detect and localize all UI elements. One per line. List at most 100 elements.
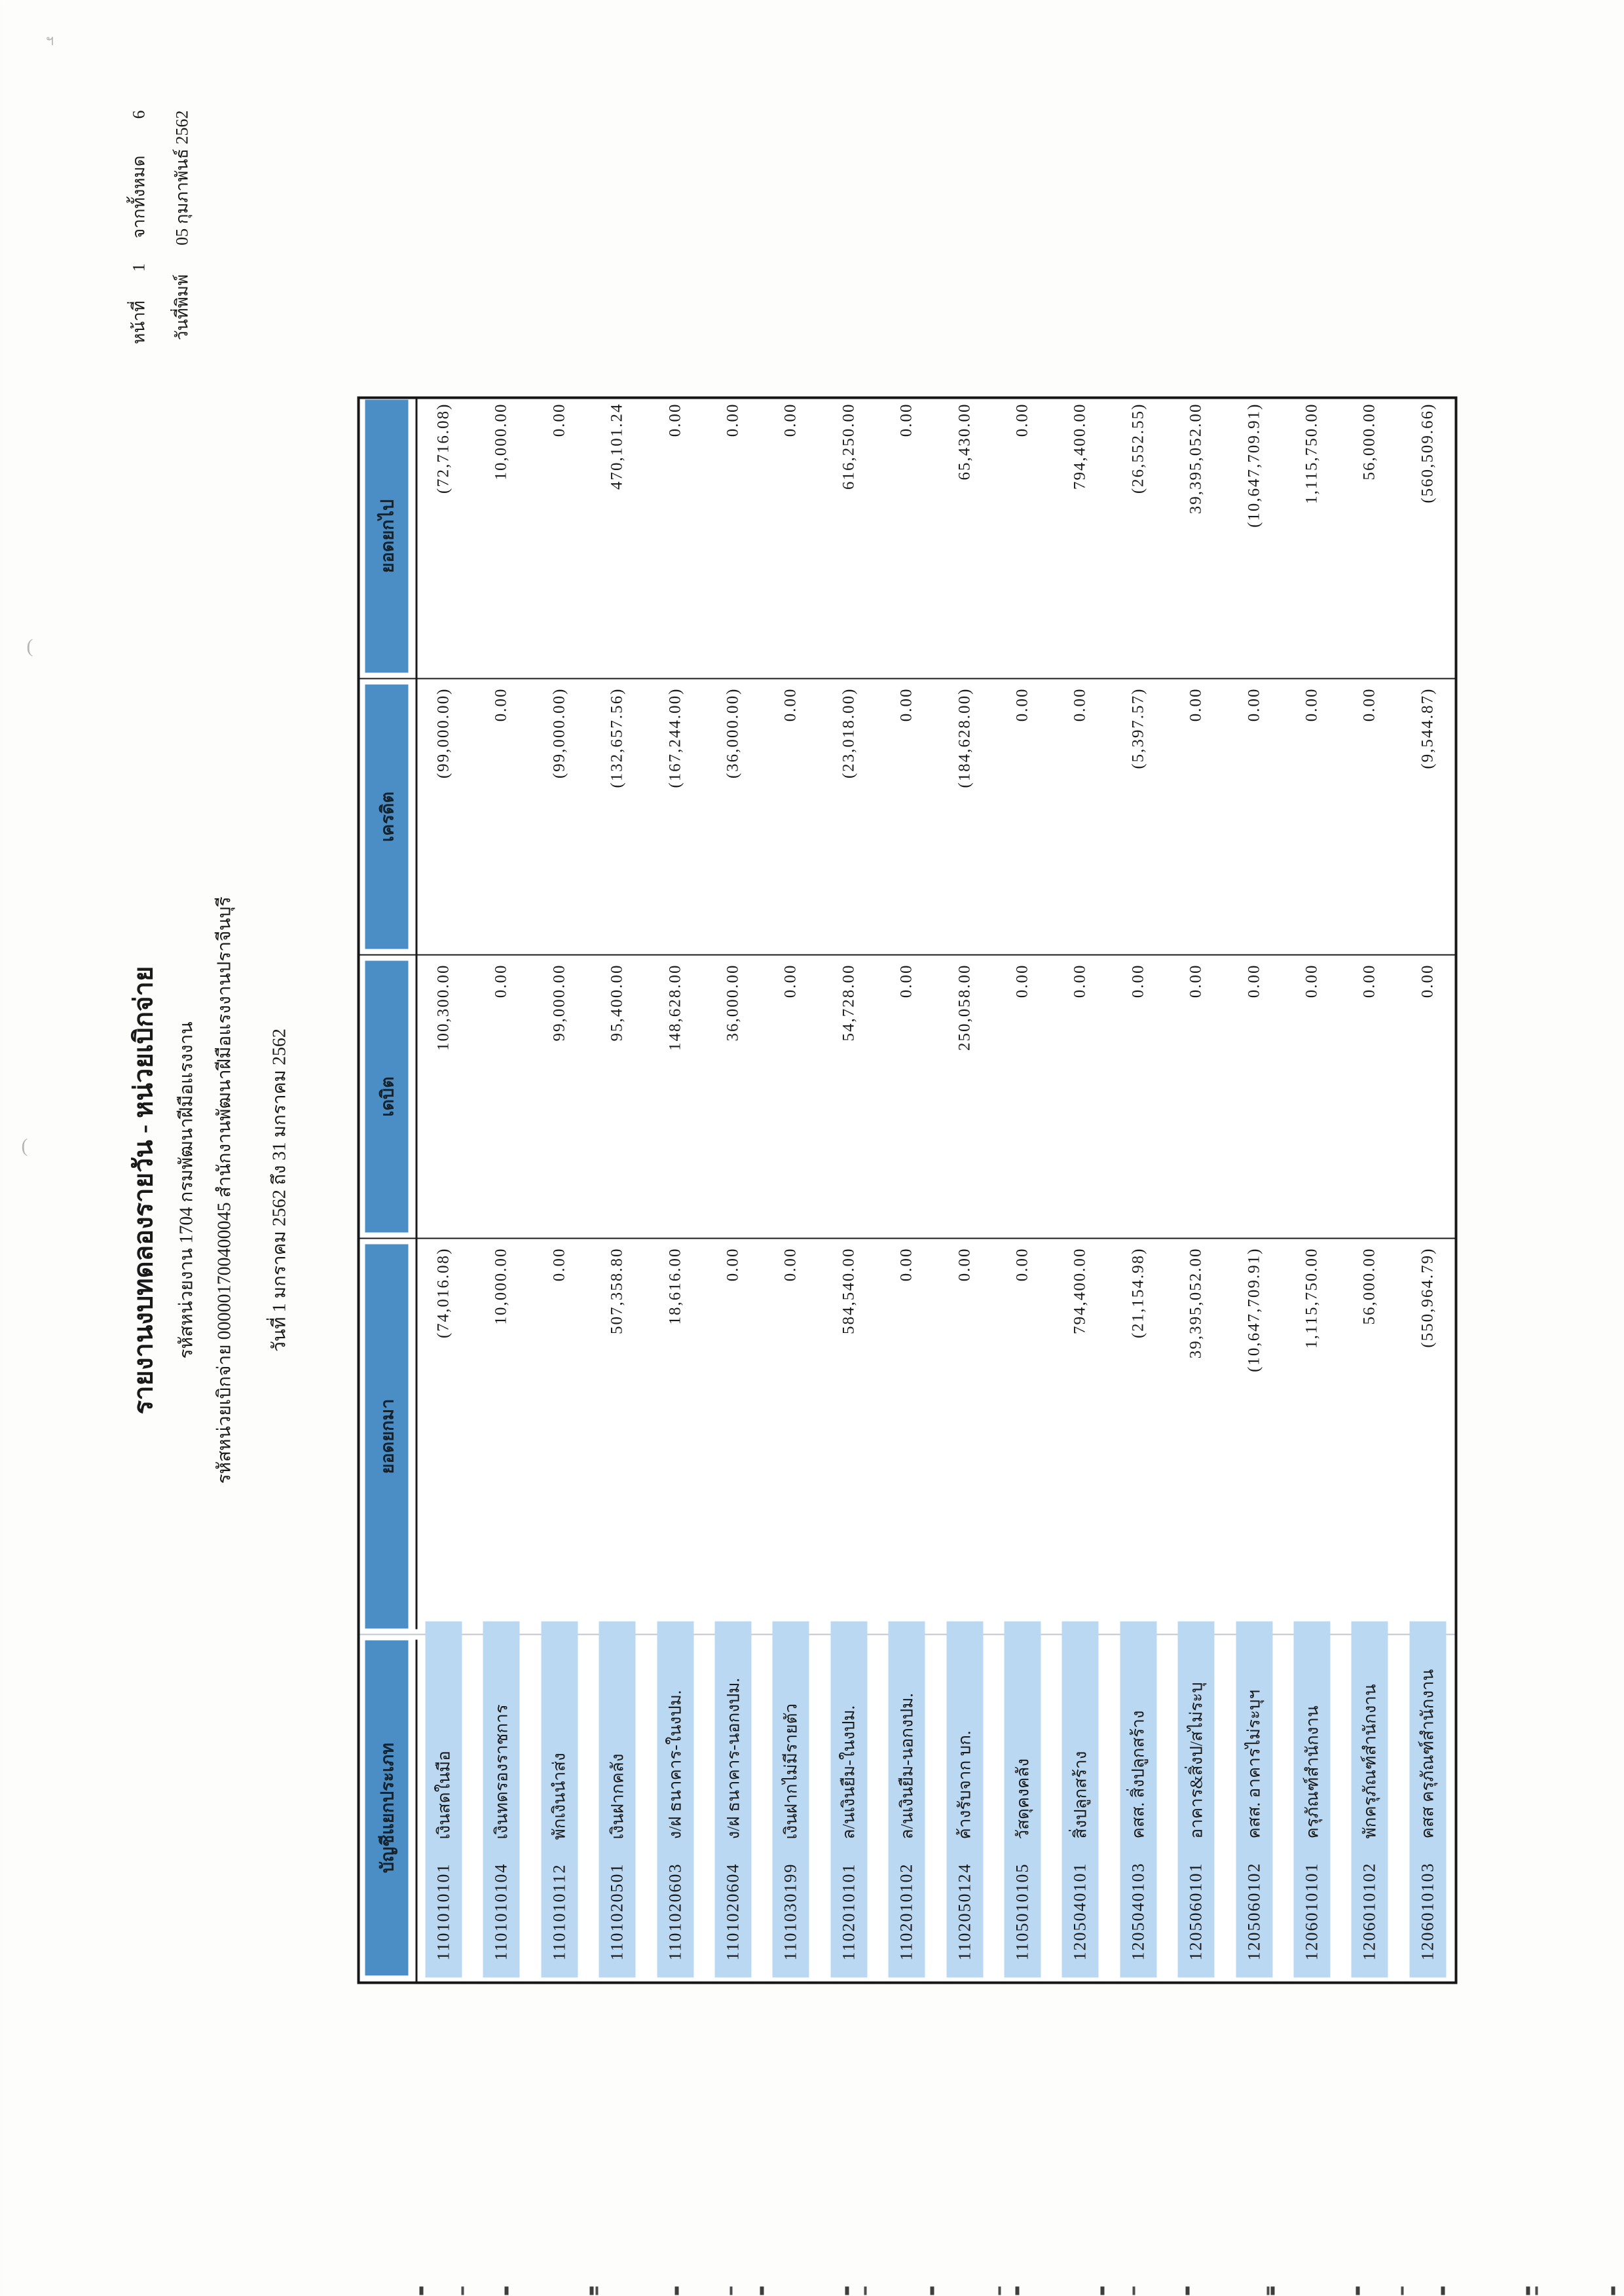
closing-amount: (560,509.66) (1418, 403, 1436, 503)
account-name: พักเงินนำส่ง (549, 1752, 569, 1840)
column-header-label: เครดิต (377, 791, 397, 842)
account-cell: 1102050124 ค้างรับจาก บก. (946, 1638, 983, 1960)
credit-amount: 0.00 (781, 687, 800, 721)
account-code: 1206010101 (1302, 1862, 1321, 1960)
account-name: อาคาร&สิ่งป/สไม่ระบุ (1186, 1681, 1206, 1838)
scan-noise-strip (419, 2286, 1617, 2295)
total-pages-value: 6 (129, 110, 148, 118)
credit-amount: 0.00 (897, 687, 915, 721)
debit-amount: 0.00 (1244, 964, 1263, 998)
opening-amount: 0.00 (724, 1247, 741, 1281)
credit-amount: (132,657.56) (608, 687, 626, 788)
column-header-credit: เครดิต (365, 684, 408, 949)
opening-amount: 584,540.00 (839, 1247, 857, 1334)
title-block: รายงานงบทดลองรายวัน - หน่วยเบิกจ่าย รหัส… (128, 396, 291, 1984)
page-number-value: 1 (129, 263, 148, 272)
account-cell: 1101020604 ง/ฝ ธนาคาร-นอกงปม. (714, 1638, 751, 1960)
account-name: สิ่งปลูกสร้าง (1070, 1751, 1090, 1838)
page-number-line: หน้าที่ 1 จากทั้งหมด 6 (128, 110, 149, 344)
credit-amount: (167,244.00) (665, 687, 684, 788)
credit-amount: (184,628.00) (955, 687, 973, 788)
account-cell: 1206010101 ครุภัณฑ์สำนักงาน (1293, 1638, 1330, 1960)
account-cell: 1205060102 คสส. อาคารไม่ระบุฯ (1236, 1638, 1272, 1960)
print-date-label: วันที่พิมพ์ (172, 274, 191, 340)
credit-amount: 0.00 (492, 687, 510, 721)
account-code: 1102050124 (954, 1862, 974, 1960)
closing-amount: 39,395,052.00 (1187, 403, 1205, 514)
credit-amount: 0.00 (1360, 687, 1378, 721)
print-date-value: 05 กุมภาพันธ์ 2562 (172, 110, 191, 246)
column-header-debit: เดบิต (365, 960, 408, 1232)
credit-amount: (23,018.00) (839, 687, 857, 778)
closing-amount: 65,430.00 (955, 403, 973, 480)
disbursement-unit-line: รหัสหน่วยเบิกจ่าย 000001700400045 สำนักง… (214, 896, 234, 1484)
trial-balance-table: บัญชีแยกประเภท ยอดยกมา เดบิต เครดิต ยอดยกไป 1… (357, 396, 1457, 1984)
opening-amount: (74,016.08) (434, 1247, 452, 1338)
debit-amount: 95,400.00 (608, 964, 626, 1041)
account-name: ครุภัณฑ์สำนักงาน (1302, 1705, 1321, 1838)
opening-amount: (10,647,709.91) (1244, 1247, 1263, 1372)
column-header-label: เดบิต (377, 1076, 397, 1117)
closing-amount: (26,552.55) (1128, 403, 1147, 494)
account-code: 1105010105 (1012, 1862, 1031, 1960)
account-name: ง/ฝ ธนาคาร-ในงปม. (665, 1690, 685, 1839)
account-name: พักครุภัณฑ์สำนักงาน (1359, 1683, 1379, 1838)
account-name: วัสดุคงคลัง (1012, 1758, 1032, 1839)
account-code: 1101030199 (781, 1862, 800, 1960)
closing-amount: 10,000.00 (492, 403, 510, 480)
closing-amount: 616,250.00 (839, 403, 857, 490)
account-cell: 1206010102 พักครุภัณฑ์สำนักงาน (1351, 1638, 1388, 1960)
debit-amount: 54,728.00 (839, 964, 857, 1041)
page-number-label: หน้าที่ (129, 300, 148, 344)
debit-amount: 250,058.00 (955, 964, 973, 1051)
total-pages-label: จากทั้งหมด (129, 155, 148, 238)
closing-amount: 0.00 (897, 403, 915, 437)
closing-amount: 0.00 (1013, 403, 1031, 437)
opening-amount: (21,154.98) (1128, 1247, 1147, 1338)
header-cell-credit: เครดิต (360, 678, 415, 955)
account-cell: 1101020603 ง/ฝ ธนาคาร-ในงปม. (657, 1638, 693, 1960)
closing-amount: 0.00 (549, 403, 568, 437)
account-code: 1101020501 (607, 1862, 627, 1960)
debit-amount: 0.00 (492, 964, 510, 998)
report-period-line: วันที่ 1 มกราคม 2562 ถึง 31 มกราคม 2562 (269, 1028, 289, 1352)
debit-amount: 0.00 (1418, 964, 1436, 998)
closing-amount: 1,115,750.00 (1302, 403, 1320, 504)
column-header-closing: ยอดยกไป (365, 399, 408, 672)
closing-amount: (72,716.08) (434, 403, 452, 494)
account-name: ง/ฝ ธนาคาร-นอกงปม. (723, 1677, 743, 1839)
account-cell: 1205060101 อาคาร&สิ่งป/สไม่ระบุ (1177, 1638, 1214, 1960)
opening-amount: (550,964.79) (1418, 1247, 1436, 1348)
scan-artifact: ( (21, 1135, 28, 1156)
print-date-line: วันที่พิมพ์ 05 กุมภาพันธ์ 2562 (172, 110, 193, 340)
account-code: 1206010103 (1417, 1862, 1437, 1960)
debit-amount: 0.00 (1013, 964, 1031, 998)
credit-amount: 0.00 (1071, 687, 1089, 721)
account-name: ล/นเงินยืม-ในงปม. (839, 1705, 858, 1839)
account-cell: 1206010103 คสส ครุภัณฑ์สำนักงาน (1409, 1638, 1446, 1960)
opening-amount: 18,616.00 (665, 1247, 684, 1324)
debit-amount: 0.00 (1071, 964, 1089, 998)
debit-amount: 148,628.00 (665, 964, 684, 1051)
account-code: 1205060102 (1244, 1862, 1263, 1960)
column-header-label: ยอดยกไป (377, 499, 397, 573)
account-cell: 1102010102 ล/นเงินยืม-นอกงปม. (888, 1638, 925, 1960)
opening-amount: 794,400.00 (1071, 1247, 1089, 1334)
closing-amount: 0.00 (665, 403, 684, 437)
debit-amount: 0.00 (1128, 964, 1147, 998)
credit-amount: (36,000.00) (724, 687, 741, 778)
opening-amount: 1,115,750.00 (1302, 1247, 1320, 1349)
credit-amount: (9,544.87) (1418, 687, 1436, 769)
opening-amount: 56,000.00 (1360, 1247, 1378, 1324)
account-code: 1205040101 (1070, 1862, 1090, 1960)
account-name: เงินฝากคลัง (607, 1753, 627, 1839)
report-title: รายงานงบทดลองรายวัน - หน่วยเบิกจ่าย (128, 966, 158, 1414)
account-cell: 1101030199 เงินฝากไม่มีรายตัว (772, 1638, 809, 1960)
account-name: เงินฝากไม่มีรายตัว (781, 1703, 800, 1839)
credit-amount: (5,397.57) (1128, 687, 1147, 769)
closing-amount: 470,101.24 (608, 403, 626, 490)
account-code: 1102010102 (896, 1862, 916, 1960)
credit-amount: (99,000.00) (434, 687, 452, 778)
debit-amount: 0.00 (1360, 964, 1378, 998)
